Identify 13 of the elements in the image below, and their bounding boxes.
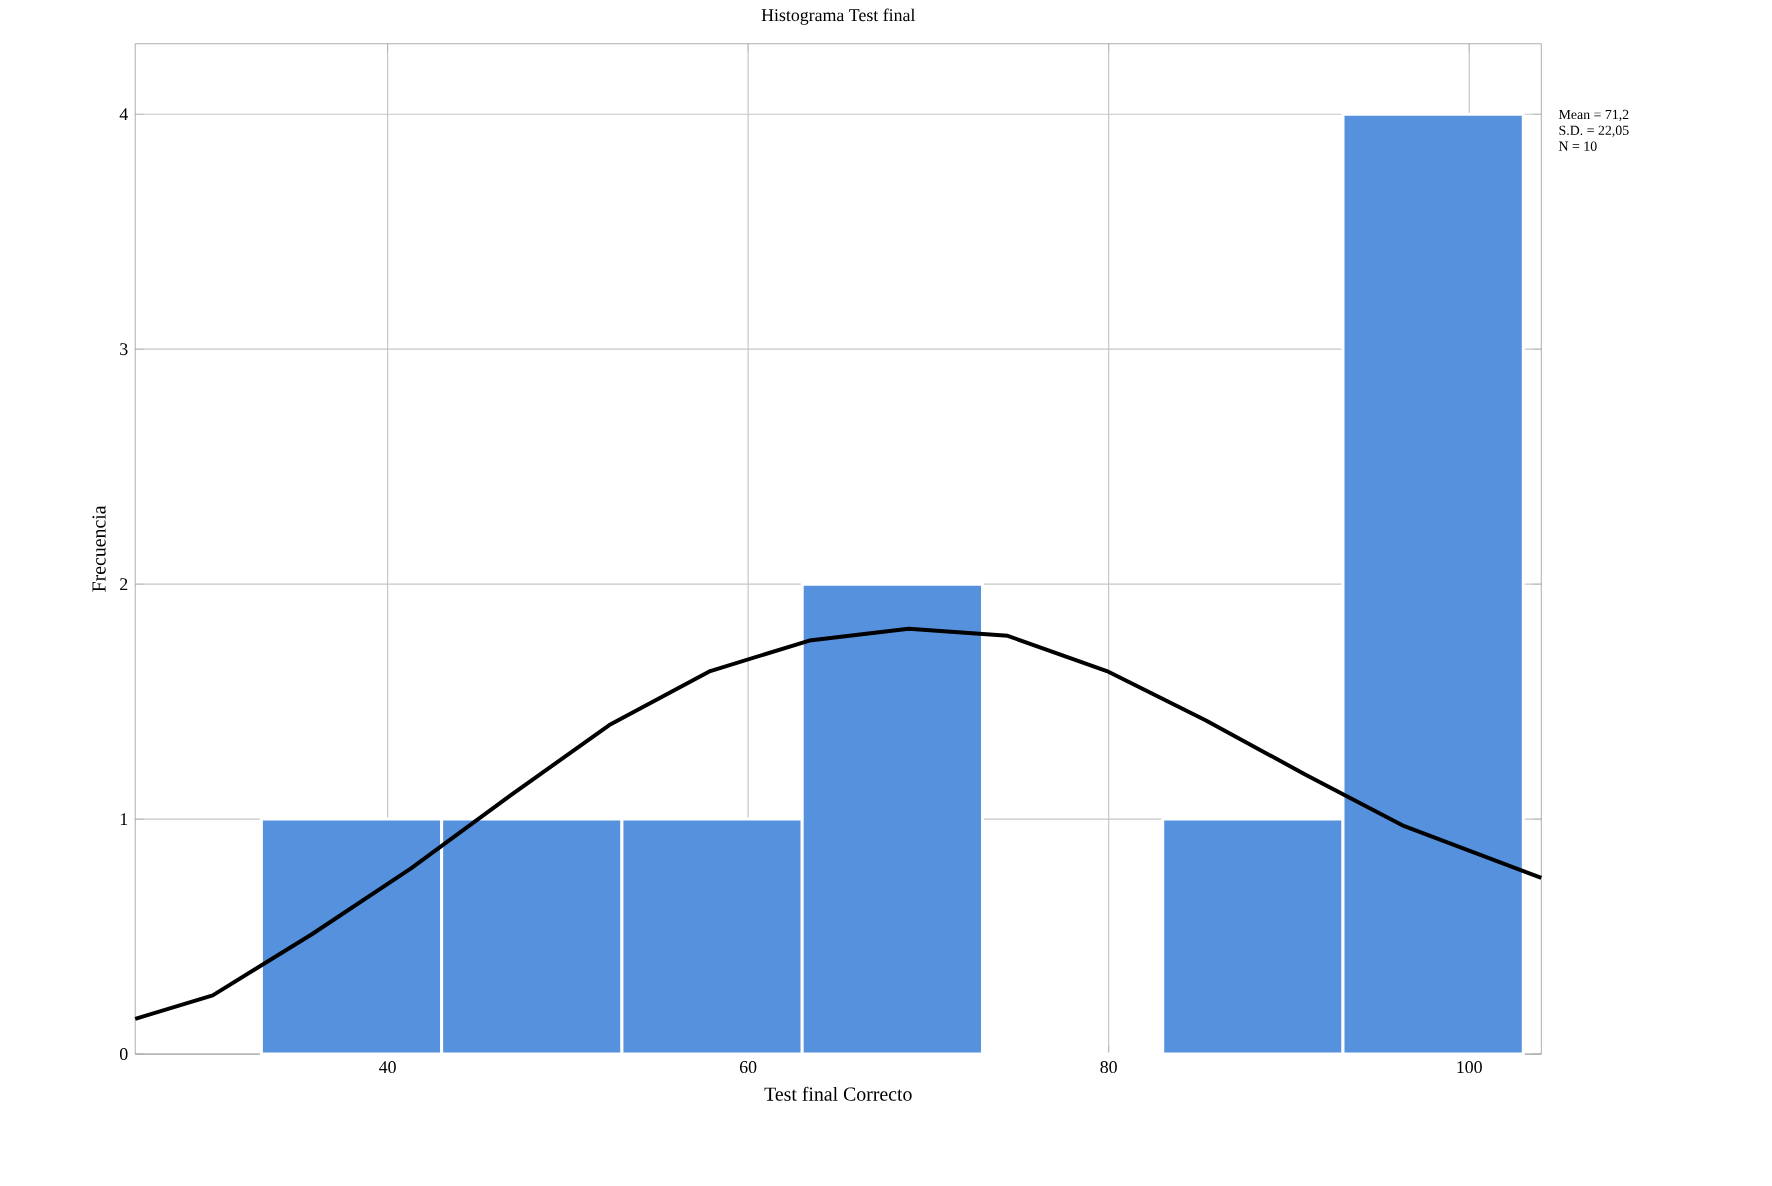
y-tick-label: 4 [119,108,128,121]
y-tick-label: 2 [120,578,128,591]
y-tick-label: 3 [120,343,128,356]
x-tick-label: 40 [379,1061,396,1074]
y-tick-label: 0 [119,1048,128,1061]
y-tick-label: 1 [120,813,128,826]
y-axis-title: Frecuencia [92,506,106,593]
x-tick-label: 100 [1457,1061,1482,1074]
x-axis-title: Test final Correcto [764,1087,912,1102]
chart-title: Histograma Test final [761,8,916,26]
x-tick-label: 80 [1100,1061,1117,1074]
line-series [133,627,1544,1022]
x-tick-label: 60 [739,1061,757,1074]
